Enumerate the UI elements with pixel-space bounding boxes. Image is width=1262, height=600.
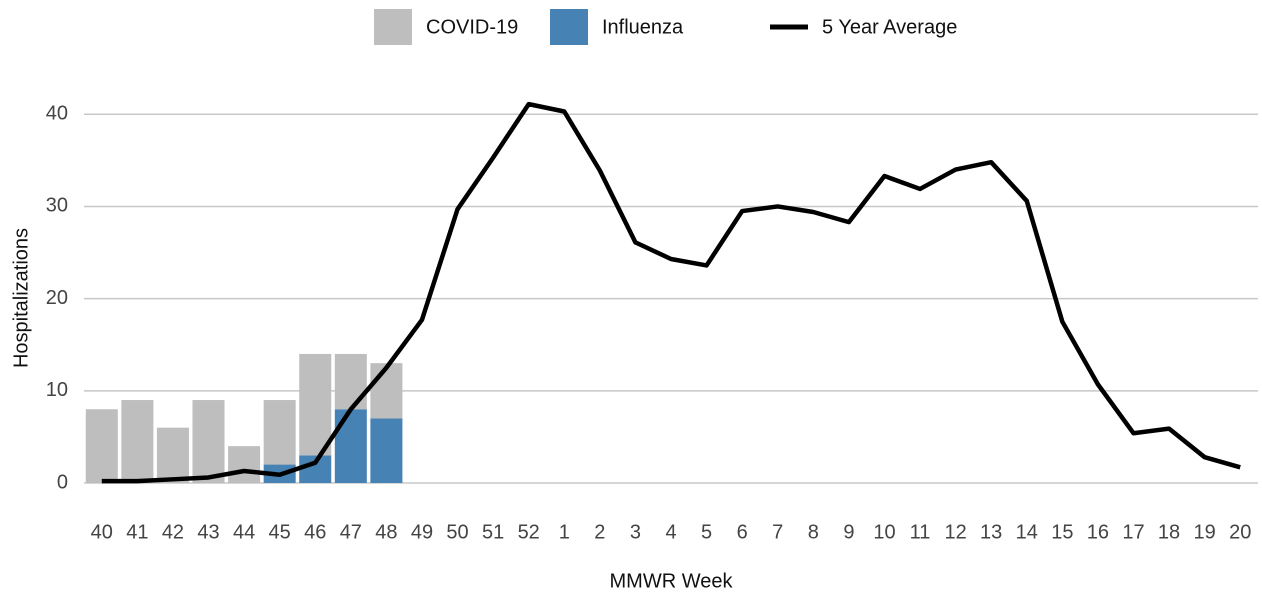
bar-segment <box>156 427 189 483</box>
bar-segment <box>299 353 332 456</box>
x-tick-label: 52 <box>518 521 540 543</box>
x-tick-label: 40 <box>91 521 113 543</box>
x-tick-label: 1 <box>559 521 570 543</box>
x-tick-label: 5 <box>701 521 712 543</box>
x-tick-label: 41 <box>126 521 148 543</box>
x-tick-label: 18 <box>1158 521 1180 543</box>
x-tick-label: 44 <box>233 521 255 543</box>
y-tick-label: 10 <box>46 379 68 401</box>
x-tick-label: 2 <box>594 521 605 543</box>
bar-segment <box>370 363 403 419</box>
x-tick-label: 48 <box>375 521 397 543</box>
bar-segment <box>370 418 403 483</box>
x-tick-label: 43 <box>197 521 219 543</box>
x-tick-label: 49 <box>411 521 433 543</box>
x-tick-label: 20 <box>1229 521 1251 543</box>
x-axis-title: MMWR Week <box>610 570 734 592</box>
bar-segment <box>121 400 154 483</box>
bar-segment <box>334 353 367 410</box>
legend-swatch <box>374 9 412 45</box>
x-tick-label: 11 <box>910 521 931 543</box>
legend-swatch <box>550 9 588 45</box>
x-tick-label: 19 <box>1194 521 1216 543</box>
x-tick-label: 46 <box>304 521 326 543</box>
y-tick-label: 30 <box>46 195 68 217</box>
x-tick-label: 50 <box>446 521 468 543</box>
x-tick-label: 4 <box>665 521 676 543</box>
bar-segment <box>228 446 261 483</box>
y-axis-title: Hospitalizations <box>10 228 32 368</box>
x-tick-label: 10 <box>873 521 895 543</box>
x-tick-label: 12 <box>944 521 966 543</box>
x-tick-label: 6 <box>737 521 748 543</box>
x-tick-label: 51 <box>482 521 504 543</box>
x-tick-label: 16 <box>1087 521 1109 543</box>
x-tick-label: 45 <box>269 521 291 543</box>
bar-segment <box>192 400 225 483</box>
x-tick-label: 14 <box>1016 521 1038 543</box>
bar-segment <box>334 409 367 483</box>
x-tick-label: 3 <box>630 521 641 543</box>
x-tick-label: 7 <box>772 521 783 543</box>
x-tick-label: 13 <box>980 521 1002 543</box>
legend-label: 5 Year Average <box>822 16 957 38</box>
x-tick-label: 17 <box>1122 521 1144 543</box>
x-tick-label: 15 <box>1051 521 1073 543</box>
y-tick-label: 20 <box>46 287 68 309</box>
y-tick-label: 40 <box>46 103 68 125</box>
x-tick-label: 8 <box>808 521 819 543</box>
x-tick-label: 47 <box>340 521 362 543</box>
x-tick-label: 9 <box>843 521 854 543</box>
x-tick-label: 42 <box>162 521 184 543</box>
y-tick-label: 0 <box>57 471 68 493</box>
bar-segment <box>263 400 296 465</box>
legend-label: Influenza <box>602 16 684 38</box>
legend-label: COVID-19 <box>426 16 518 38</box>
line <box>101 101 1241 484</box>
bar-segment <box>85 409 118 483</box>
